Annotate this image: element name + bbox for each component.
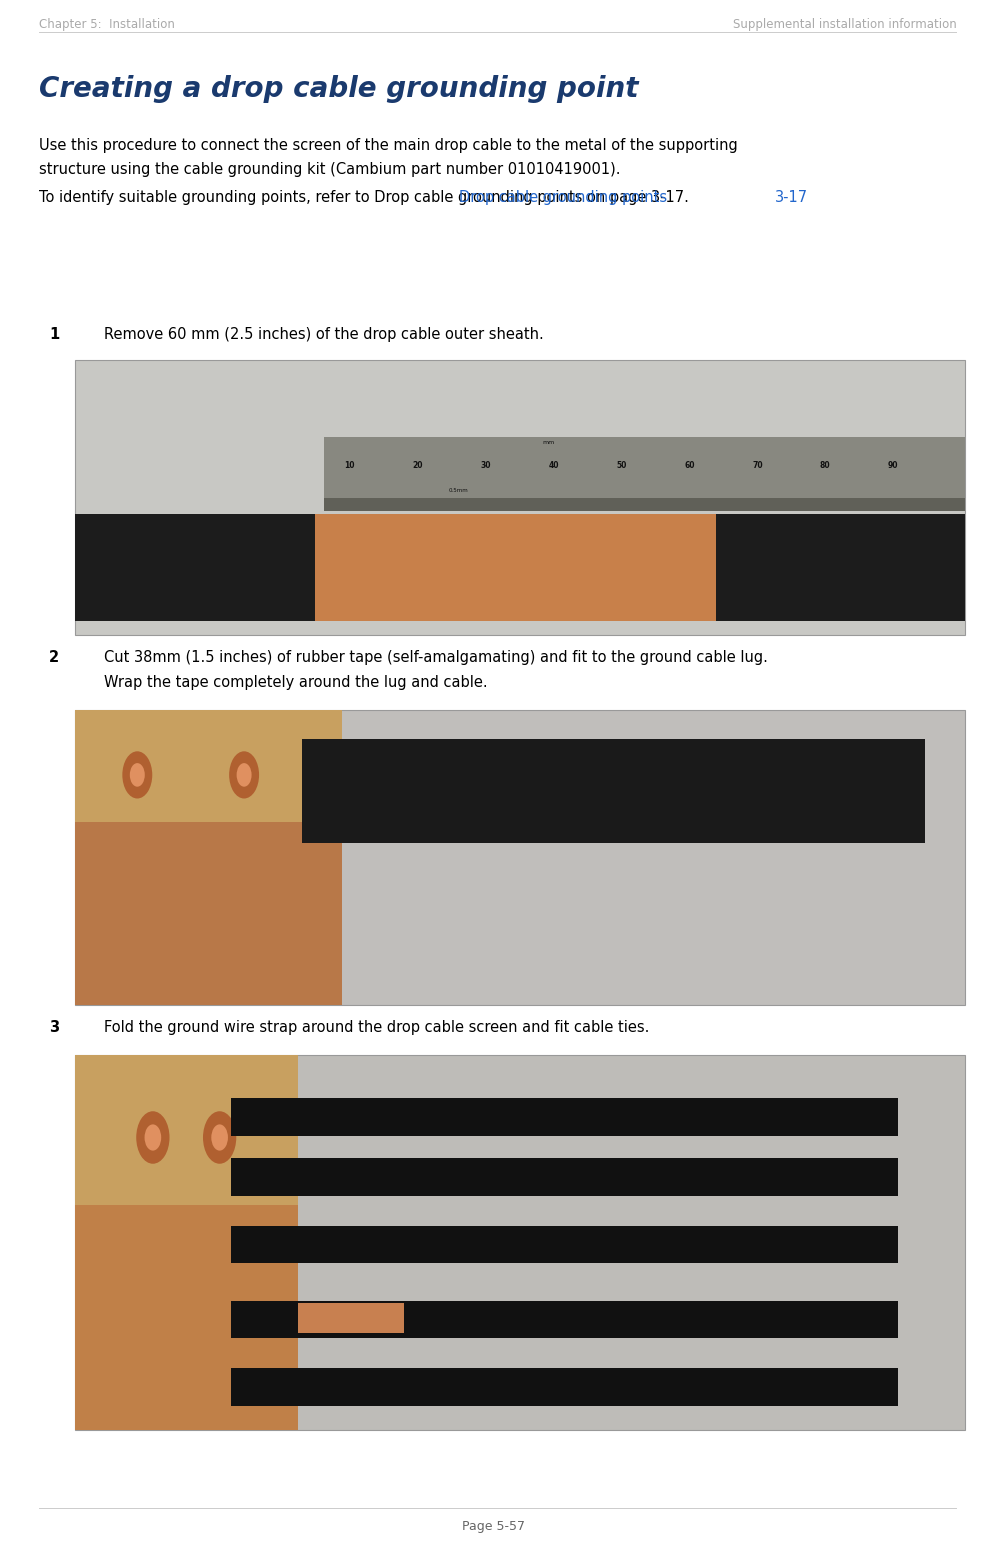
- Text: 50: 50: [616, 460, 627, 470]
- Bar: [231, 1098, 898, 1135]
- Circle shape: [229, 751, 259, 799]
- Bar: [302, 740, 925, 843]
- Text: 3-17: 3-17: [774, 190, 808, 205]
- Text: 2: 2: [49, 650, 59, 666]
- Circle shape: [145, 1124, 161, 1151]
- Text: 1: 1: [49, 327, 59, 342]
- Bar: [231, 1225, 898, 1263]
- Bar: [716, 515, 965, 622]
- Text: 30: 30: [480, 460, 491, 470]
- Text: Cut 38mm (1.5 inches) of rubber tape (self-amalgamating) and fit to the ground c: Cut 38mm (1.5 inches) of rubber tape (se…: [104, 650, 767, 666]
- Text: Wrap the tape completely around the lug and cable.: Wrap the tape completely around the lug …: [104, 675, 487, 690]
- Circle shape: [130, 764, 145, 787]
- Bar: [316, 515, 725, 622]
- Text: 90: 90: [888, 460, 898, 470]
- Bar: [231, 1368, 898, 1406]
- Bar: [75, 711, 342, 823]
- Bar: [75, 515, 324, 622]
- Circle shape: [203, 1112, 237, 1163]
- Bar: [324, 437, 965, 512]
- Text: Supplemental installation information: Supplemental installation information: [733, 19, 956, 31]
- Bar: [75, 711, 965, 1005]
- Text: Remove 60 mm (2.5 inches) of the drop cable outer sheath.: Remove 60 mm (2.5 inches) of the drop ca…: [104, 327, 543, 342]
- Bar: [231, 1300, 898, 1339]
- Text: Chapter 5:  Installation: Chapter 5: Installation: [39, 19, 176, 31]
- Bar: [324, 498, 965, 512]
- Text: Creating a drop cable grounding point: Creating a drop cable grounding point: [39, 75, 639, 103]
- Text: 70: 70: [752, 460, 763, 470]
- Circle shape: [211, 1124, 228, 1151]
- Bar: [75, 1054, 965, 1431]
- Text: 20: 20: [412, 460, 423, 470]
- Circle shape: [136, 1112, 170, 1163]
- Bar: [231, 1158, 898, 1196]
- Bar: [75, 1054, 298, 1205]
- Bar: [75, 711, 342, 1005]
- Text: Drop cable grounding points: Drop cable grounding points: [459, 190, 668, 205]
- Text: 60: 60: [684, 460, 695, 470]
- Text: 0.5mm: 0.5mm: [449, 488, 468, 493]
- Text: 10: 10: [344, 460, 355, 470]
- Bar: [298, 1303, 404, 1333]
- Circle shape: [237, 764, 251, 787]
- Bar: [75, 1054, 298, 1431]
- Text: Page 5-57: Page 5-57: [461, 1519, 525, 1533]
- Text: structure using the cable grounding kit (Cambium part number 01010419001).: structure using the cable grounding kit …: [39, 162, 621, 177]
- Text: 80: 80: [820, 460, 830, 470]
- Text: To identify suitable grounding points, refer to Drop cable grounding points on p: To identify suitable grounding points, r…: [39, 190, 689, 205]
- Text: 40: 40: [548, 460, 559, 470]
- Text: Fold the ground wire strap around the drop cable screen and fit cable ties.: Fold the ground wire strap around the dr…: [104, 1020, 649, 1036]
- Text: mm: mm: [542, 440, 554, 445]
- Circle shape: [122, 751, 152, 799]
- Text: 3: 3: [49, 1020, 59, 1036]
- Text: Use this procedure to connect the screen of the main drop cable to the metal of : Use this procedure to connect the screen…: [39, 138, 739, 152]
- Bar: [75, 361, 965, 634]
